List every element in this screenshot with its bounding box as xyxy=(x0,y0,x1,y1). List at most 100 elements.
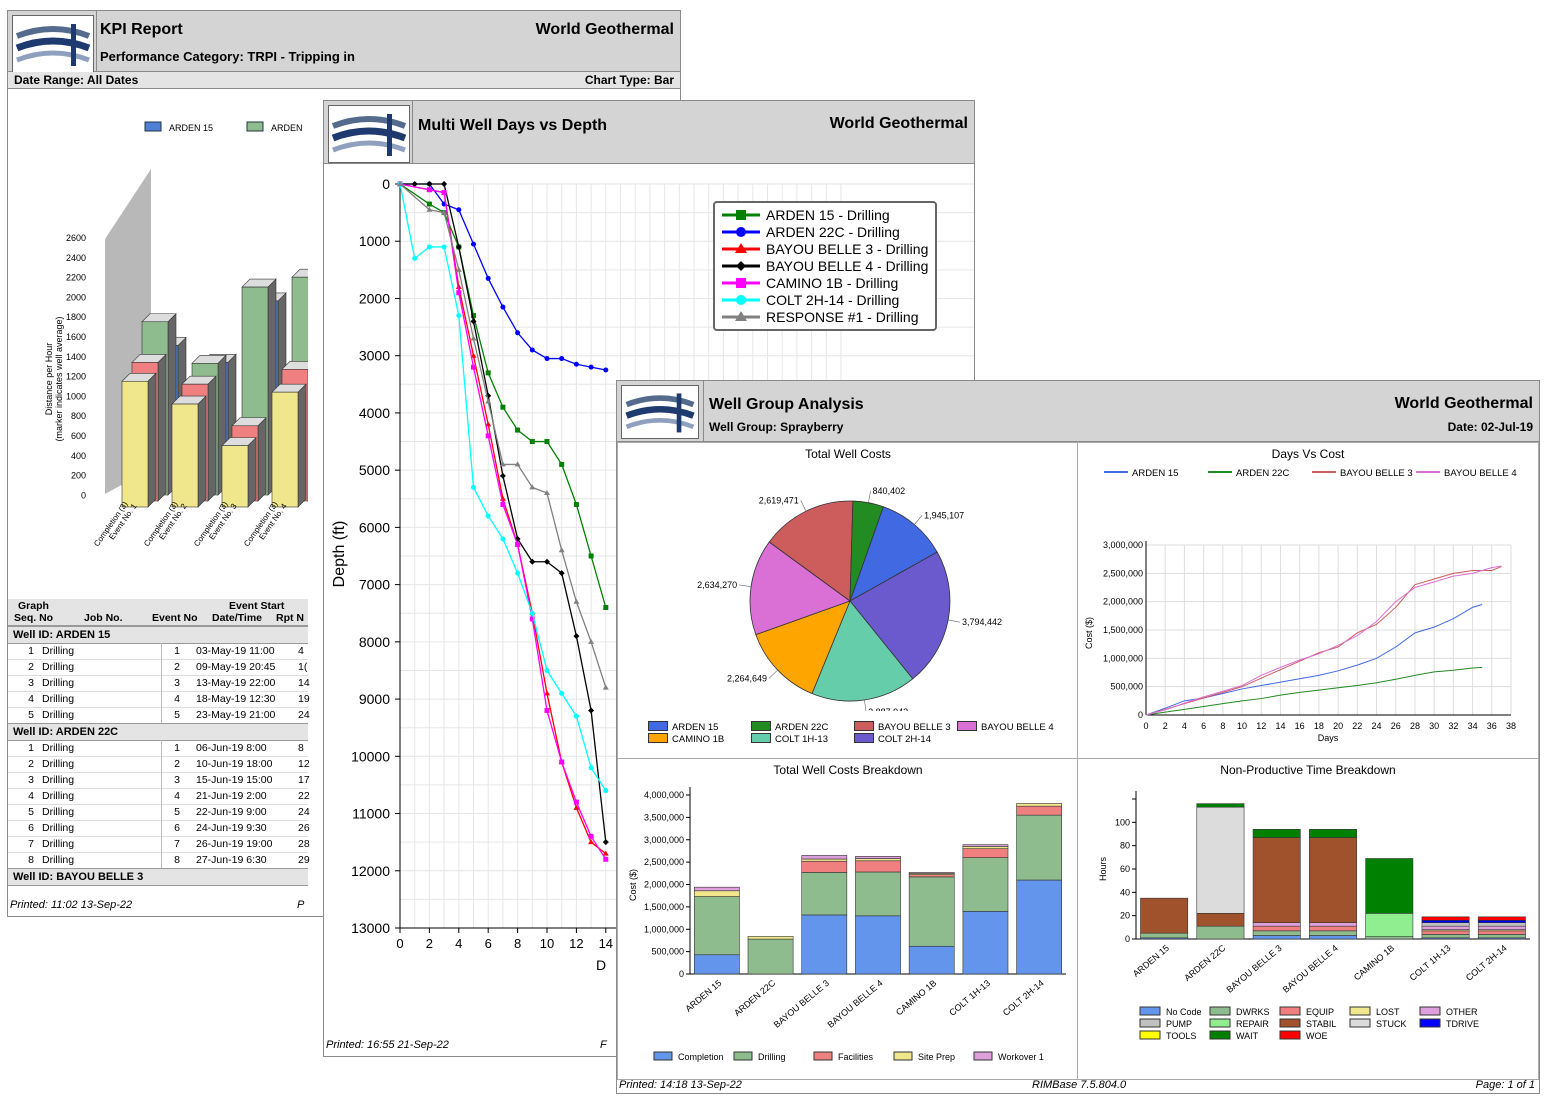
table-row[interactable]: 8 Drilling 8 27-Jun-19 6:30 29 xyxy=(8,852,310,869)
series-point xyxy=(426,244,432,250)
series-point xyxy=(485,398,492,404)
legend-swatch xyxy=(1349,1018,1371,1028)
y-tick-label: 1,500,000 xyxy=(1103,625,1143,635)
y-tick-label: 3,000,000 xyxy=(1103,540,1143,550)
table-row[interactable]: 6 Drilling 6 24-Jun-19 9:30 26 xyxy=(8,820,310,837)
x-tick-label: 6 xyxy=(1201,721,1206,731)
x-tick-label: 4 xyxy=(455,936,462,951)
days-vs-cost-chart: ARDEN 15 ARDEN 22C BAYOU BELLE 3 BAYOU BELL… xyxy=(1084,468,1517,743)
costs-breakdown-chart: 4,000,000 3,500,000 3,000,000 2,500,000 2,00… xyxy=(628,787,1066,1062)
kpi-bar-side xyxy=(207,375,217,502)
series-point xyxy=(441,190,447,196)
legend-swatch xyxy=(751,721,771,731)
wga-window[interactable]: Well Group Analysis World Geothermal Wel… xyxy=(616,380,1540,1094)
mwdd-header: Multi Well Days vs Depth World Geotherma… xyxy=(324,101,974,164)
series-point xyxy=(544,558,550,565)
kpi-printed: Printed: 11:02 13-Sep-22 xyxy=(10,899,133,911)
column-divider xyxy=(161,756,162,772)
table-row[interactable]: 4 Drilling 4 21-Jun-19 2:00 22 xyxy=(8,788,310,805)
legend-swatch xyxy=(648,733,668,743)
table-row[interactable]: 5 Drilling 5 23-May-19 21:00 24 xyxy=(8,707,310,724)
stacked-bar-segment xyxy=(1252,922,1301,927)
column-divider xyxy=(161,772,162,788)
y-tick-label: 2000 xyxy=(66,292,86,302)
y-tick-label: 4,000,000 xyxy=(644,790,684,800)
table-cell: 4 xyxy=(28,693,34,705)
stacked-bar-segment xyxy=(1252,829,1301,838)
well-group-label: Well ID: ARDEN 15 xyxy=(13,629,111,641)
series-point xyxy=(588,765,594,771)
kpi-bar-chart: ARDEN 15 ARDEN 2600240022002000180016001… xyxy=(44,121,308,548)
table-cell: 3 xyxy=(174,774,180,786)
y-axis-label: Cost ($) xyxy=(1084,617,1094,649)
series-point xyxy=(588,833,594,839)
series-point xyxy=(470,335,477,341)
table-row[interactable]: 7 Drilling 7 26-Jun-19 19:00 28 xyxy=(8,836,310,853)
column-divider xyxy=(161,804,162,820)
stacked-bar-segment xyxy=(1252,930,1301,936)
stacked-bar-segment xyxy=(1016,803,1063,807)
x-category-label: ARDEN 22C xyxy=(732,978,778,1018)
legend-label: BAYOU BELLE 4 xyxy=(1444,468,1517,479)
stacked-bar-segment xyxy=(1196,925,1245,940)
table-row[interactable]: 4 Drilling 4 18-May-19 12:30 19 xyxy=(8,691,310,708)
y-tick-label: 7000 xyxy=(359,577,390,593)
pie-value-label: 1,945,107 xyxy=(924,510,964,520)
y-tick-label: 100 xyxy=(1115,817,1130,827)
series-point xyxy=(515,570,521,576)
table-row[interactable]: 1 Drilling 1 03-May-19 11:00 4 xyxy=(8,643,308,660)
col-event-no: Event No xyxy=(152,612,198,624)
table-cell: 5 xyxy=(28,709,34,721)
table-row[interactable]: 3 Drilling 3 13-May-19 22:00 14 xyxy=(8,675,310,692)
mwdd-printed-tail: F xyxy=(600,1039,607,1051)
x-category-label: CAMINO 1B xyxy=(1352,943,1396,982)
pie-leader-line xyxy=(800,500,807,512)
table-cell: 1 xyxy=(28,742,34,754)
table-row[interactable]: 3 Drilling 3 15-Jun-19 15:00 17 xyxy=(8,772,310,789)
series-point xyxy=(455,243,462,250)
wga-group: Well Group: Sprayberry xyxy=(709,420,844,434)
table-cell: 23-May-19 21:00 xyxy=(196,709,276,721)
table-cell: 5 xyxy=(174,806,180,818)
costs-breakdown-panel: Total Well Costs Breakdown 4,000,000 3,50… xyxy=(617,758,1079,1080)
series-point xyxy=(485,370,491,376)
table-cell: Drilling xyxy=(42,709,75,721)
legend-marker xyxy=(736,210,746,220)
series-point xyxy=(471,484,476,490)
stacked-bar-segment xyxy=(1309,829,1357,838)
stacked-bar-segment xyxy=(801,858,848,862)
series-point xyxy=(456,290,462,296)
y-tick-label: 1,000,000 xyxy=(1103,653,1143,663)
kpi-bar-side xyxy=(197,395,207,508)
kpi-title: KPI Report xyxy=(100,21,183,38)
table-row[interactable]: 5 Drilling 5 22-Jun-19 9:00 24 xyxy=(8,804,310,821)
series-point xyxy=(529,610,535,616)
table-row[interactable]: 2 Drilling 2 10-Jun-19 18:00 12 xyxy=(8,756,310,773)
table-cell: 6 xyxy=(174,822,180,834)
wga-header: Well Group Analysis World Geothermal Wel… xyxy=(617,381,1539,442)
legend-swatch xyxy=(1209,1018,1231,1028)
table-cell: 8 xyxy=(298,742,304,754)
stacked-bar-segment xyxy=(1140,932,1189,939)
table-row[interactable]: 2 Drilling 2 09-May-19 20:45 1( xyxy=(8,659,308,676)
legend-label: BAYOU BELLE 3 - Drilling xyxy=(766,241,928,257)
table-cell: 7 xyxy=(28,838,34,850)
legend-label: BAYOU BELLE 3 xyxy=(878,722,951,733)
y-tick-label: 1400 xyxy=(66,352,86,362)
x-tick-label: 18 xyxy=(1314,721,1324,731)
x-tick-label: 20 xyxy=(1333,721,1343,731)
legend-swatch-arden-15 xyxy=(144,121,162,132)
legend-swatch xyxy=(1419,1018,1441,1028)
table-cell: 3 xyxy=(28,677,34,689)
table-cell: 1 xyxy=(28,645,34,657)
stacked-bar-segment xyxy=(693,954,740,975)
series-line xyxy=(1145,604,1483,716)
stacked-bar-segment xyxy=(1309,925,1357,932)
x-tick-label: 10 xyxy=(540,936,554,951)
pie-slice xyxy=(749,541,851,636)
table-row[interactable]: 1 Drilling 1 06-Jun-19 8:00 8 xyxy=(8,740,308,757)
x-category-label: ARDEN 15 xyxy=(1131,943,1171,979)
y-tick-label: 2,500,000 xyxy=(644,857,684,867)
legend-swatch xyxy=(1139,1018,1161,1028)
